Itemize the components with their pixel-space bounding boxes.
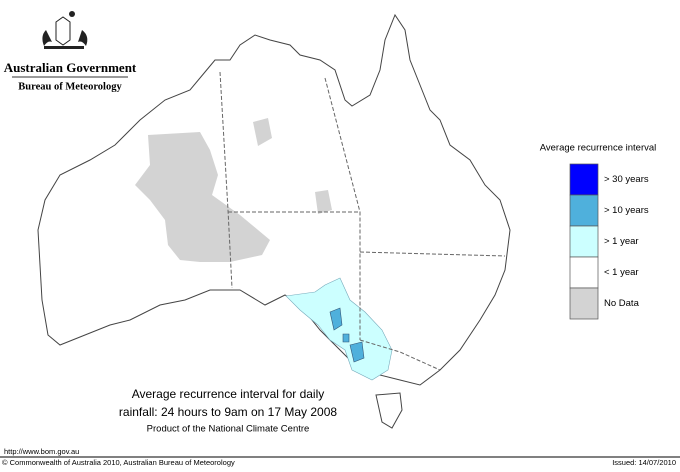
legend-swatch	[569, 225, 599, 258]
legend-label: < 1 year	[604, 267, 639, 278]
legend-label: > 1 year	[604, 236, 639, 247]
legend-label: > 10 years	[604, 205, 649, 216]
legend-label: No Data	[604, 298, 640, 309]
caption-line: rainfall: 24 hours to 9am on 17 May 2008	[119, 405, 337, 419]
no-data-areas	[135, 118, 332, 262]
footer-copyright: © Commonwealth of Australia 2010, Austra…	[2, 458, 235, 467]
above-1-year-area	[285, 277, 393, 381]
legend-title: Average recurrence interval	[540, 143, 657, 154]
footer-issued: Issued: 14/07/2010	[612, 458, 676, 467]
caption-product: Product of the National Climate Centre	[147, 424, 310, 435]
legend-swatch	[569, 163, 599, 196]
caption-line: Average recurrence interval for daily	[132, 387, 325, 401]
tasmania	[375, 392, 403, 429]
footer-url: http://www.bom.gov.au	[4, 447, 79, 456]
above-10-years-areas	[329, 307, 365, 363]
bureau-name: Bureau of Meteorology	[18, 81, 122, 92]
australia-outline	[37, 13, 511, 386]
gov-title: Australian Government	[4, 60, 137, 75]
state-borders	[219, 71, 506, 371]
legend-swatch	[569, 287, 599, 320]
legend: > 30 years > 10 years > 1 year < 1 year No D…	[569, 163, 649, 320]
legend-label: > 30 years	[604, 174, 649, 185]
crest	[42, 11, 88, 49]
legend-swatch	[569, 256, 599, 289]
legend-swatch	[569, 194, 599, 227]
